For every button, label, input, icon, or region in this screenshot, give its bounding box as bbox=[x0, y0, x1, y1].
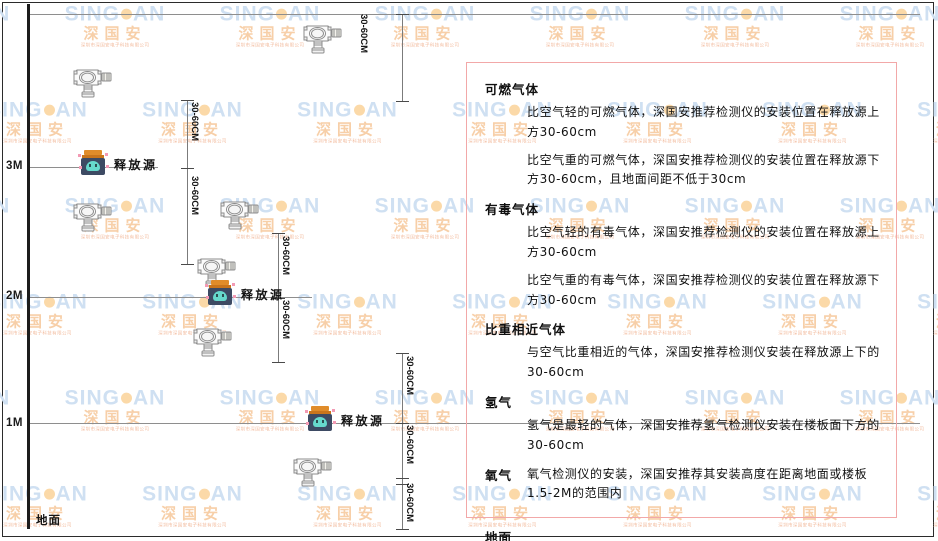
dim-line-lower-right bbox=[402, 353, 403, 529]
dim-label-lower-right-b: 30-60CM bbox=[404, 425, 415, 465]
panel-section-title: 氢气 bbox=[485, 394, 513, 410]
gas-detector-icon bbox=[192, 255, 240, 291]
ground-label: 地面 bbox=[36, 513, 61, 527]
panel-paragraph: 氧气检测仪的安装，深国安推荐其安装高度在距离地面或楼板1.5-2M的范围内 bbox=[527, 466, 868, 501]
panel-section-body: 氧气检测仪的安装，深国安推荐其安装高度在距离地面或楼板1.5-2M的范围内 bbox=[527, 465, 880, 513]
panel-section: 可燃气体比空气轻的可燃气体，深国安推荐检测仪的安装位置在释放源上方30-60cm… bbox=[485, 79, 880, 190]
dim-tick bbox=[272, 298, 285, 299]
release-source-icon bbox=[78, 150, 109, 176]
panel-section: 地面检测仪地面间距，深国安推荐在30-60cm，且不得小于30cm，因为过低容易… bbox=[485, 527, 880, 541]
panel-section: 氢气 氢气是最轻的气体，深国安推荐氢气检测仪安装在楼板面下方的30-60cm bbox=[485, 392, 880, 456]
panel-paragraph: 比空气重的有毒气体，深国安推荐检测仪的安装位置在释放源下方30-60cm bbox=[527, 272, 880, 307]
release-source-icon bbox=[205, 280, 236, 306]
panel-section-title: 可燃气体 bbox=[485, 82, 540, 97]
dim-tick bbox=[396, 353, 409, 354]
dim-tick bbox=[396, 101, 409, 102]
panel-section-body: 氢气是最轻的气体，深国安推荐氢气检测仪安装在楼板面下方的30-60cm bbox=[527, 416, 880, 456]
dim-label-upper-mid-a: 30-60CM bbox=[189, 102, 200, 142]
dim-line-top-center bbox=[402, 14, 403, 102]
panel-section-title: 氧气 bbox=[485, 467, 513, 483]
dim-tick bbox=[181, 168, 194, 169]
panel-paragraph: 比空气轻的有毒气体，深国安推荐检测仪的安装位置在释放源上方30-60cm bbox=[527, 225, 880, 259]
panel-section-body: 与空气比重相近的气体，深国安推荐检测仪安装在释放源上下的30-60cm bbox=[527, 343, 880, 383]
gas-detector-icon bbox=[215, 198, 263, 234]
dim-tick bbox=[396, 14, 409, 15]
dim-tick bbox=[272, 233, 285, 234]
level-line-1m bbox=[30, 423, 920, 424]
y-axis bbox=[27, 4, 30, 529]
gas-detector-icon bbox=[188, 325, 236, 361]
dim-tick bbox=[396, 478, 409, 479]
panel-section-title: 比重相近气体 bbox=[485, 322, 567, 338]
panel-paragraph: 比空气轻的可燃气体，深国安推荐检测仪的安装位置在释放源上方30-60cm bbox=[527, 105, 880, 139]
dim-label-mid-right-a: 30-60CM bbox=[280, 236, 291, 276]
panel-section: 有毒气体比空气轻的有毒气体，深国安推荐检测仪的安装位置在释放源上方30-60cm… bbox=[485, 199, 880, 310]
level-line-2m bbox=[30, 297, 312, 298]
release-source-label: 释放源 bbox=[341, 414, 385, 428]
gas-detector-icon bbox=[68, 200, 116, 236]
axis-label-3m: 3M bbox=[6, 160, 23, 172]
panel-paragraph: 比空气重的可燃气体，深国安推荐检测仪的安装位置在释放源下方30-60cm，且地面… bbox=[527, 152, 880, 187]
info-panel: 可燃气体比空气轻的可燃气体，深国安推荐检测仪的安装位置在释放源上方30-60cm… bbox=[466, 62, 897, 541]
dim-label-top-center: 30-60CM bbox=[358, 14, 369, 54]
ceiling-line bbox=[30, 14, 920, 15]
axis-label-1m: 1M bbox=[6, 417, 23, 429]
dim-line-upper-mid bbox=[187, 100, 188, 265]
axis-label-2m: 2M bbox=[6, 290, 23, 302]
panel-paragraph: 与空气比重相近的气体，深国安推荐检测仪安装在释放源上下的30-60cm bbox=[527, 345, 880, 380]
dim-label-mid-right-b: 30-60CM bbox=[280, 300, 291, 340]
dim-tick bbox=[181, 264, 194, 265]
release-source-icon bbox=[305, 406, 336, 432]
panel-section-title: 地面 bbox=[485, 530, 513, 541]
dim-label-upper-mid-b: 30-60CM bbox=[189, 176, 200, 216]
gas-detector-icon bbox=[68, 66, 116, 102]
dim-tick bbox=[396, 484, 409, 485]
panel-section-body: 比空气轻的有毒气体，深国安推荐检测仪的安装位置在释放源上方30-60cm 比空气重… bbox=[527, 223, 880, 310]
release-source-label: 释放源 bbox=[114, 158, 158, 172]
release-source-label: 释放源 bbox=[241, 288, 285, 302]
dim-tick bbox=[396, 423, 409, 424]
panel-section: 比重相近气体与空气比重相近的气体，深国安推荐检测仪安装在释放源上下的30-60c… bbox=[485, 319, 880, 383]
panel-paragraph: 氢气是最轻的气体，深国安推荐氢气检测仪安装在楼板面下方的30-60cm bbox=[527, 417, 880, 452]
panel-section-body: 比空气轻的可燃气体，深国安推荐检测仪的安装位置在释放源上方30-60cm 比空气重… bbox=[527, 103, 880, 190]
gas-detector-icon bbox=[288, 455, 336, 491]
gas-detector-icon bbox=[298, 22, 346, 58]
dim-tick bbox=[396, 529, 409, 530]
dim-tick bbox=[272, 362, 285, 363]
dim-tick bbox=[181, 100, 194, 101]
dim-label-lower-right-c: 30-60CM bbox=[404, 483, 415, 523]
panel-section-title: 有毒气体 bbox=[485, 202, 540, 218]
panel-section: 氧气 氧气检测仪的安装，深国安推荐其安装高度在距离地面或楼板1.5-2M的范围内 bbox=[485, 465, 880, 522]
dim-label-lower-right-a: 30-60CM bbox=[404, 356, 415, 396]
